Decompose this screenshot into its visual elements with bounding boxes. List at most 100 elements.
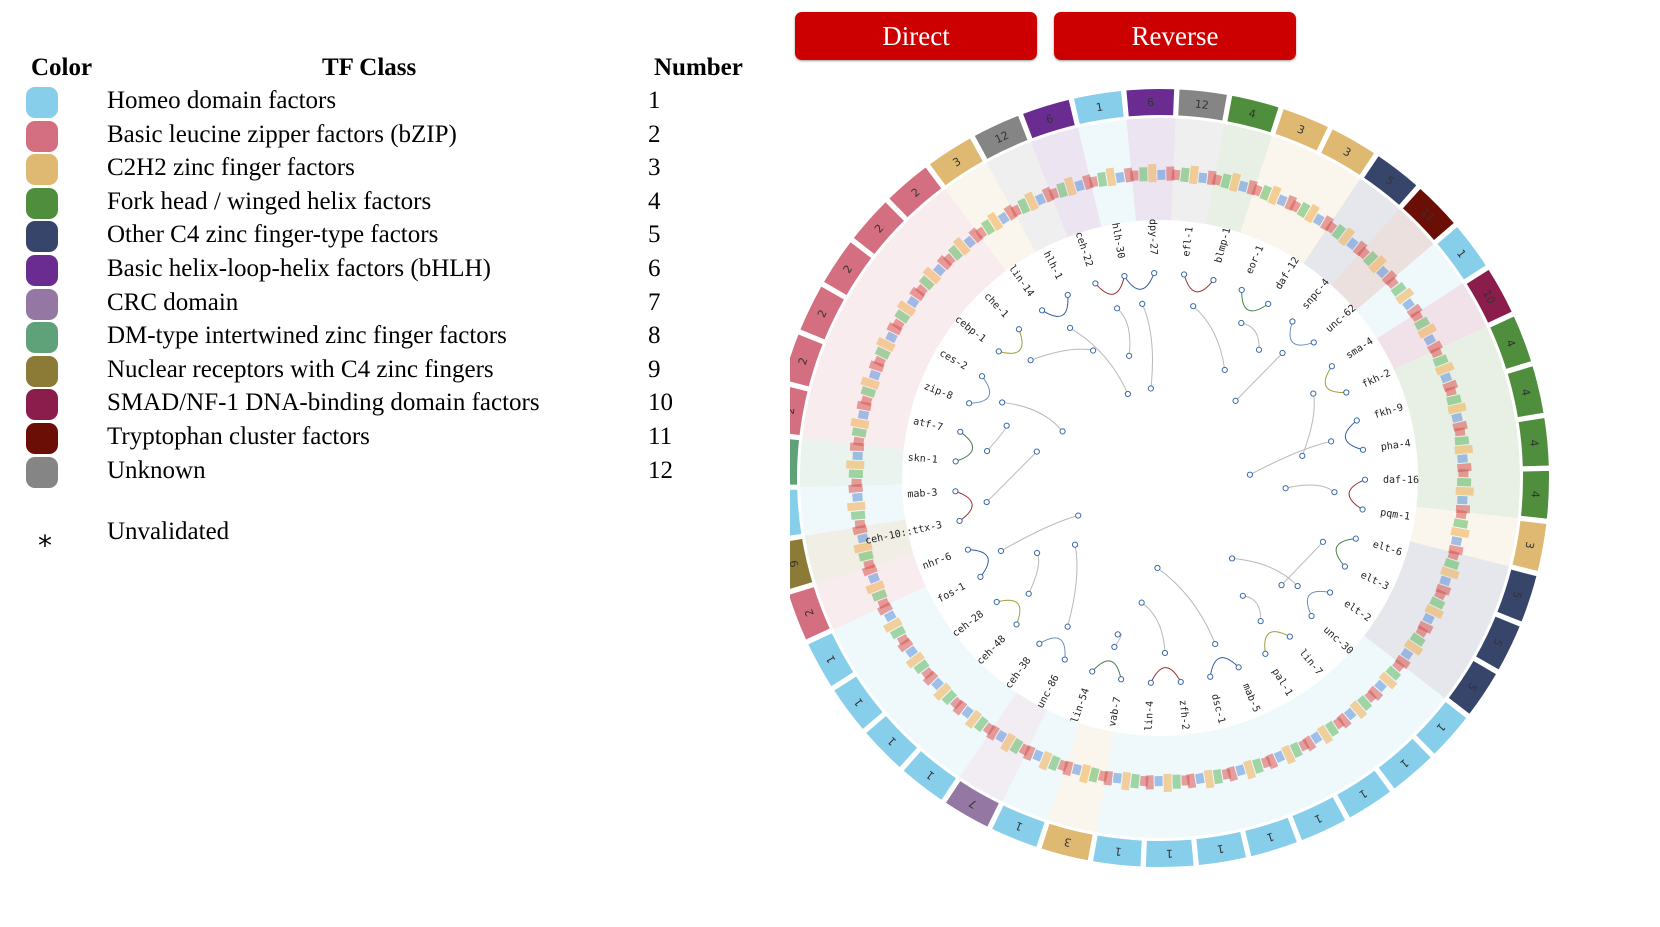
motif-logo-letter: [974, 226, 988, 240]
motif-logo: [1171, 165, 1217, 186]
legend-class-name: Tryptophan cluster factors: [107, 423, 370, 450]
gene-leaf-node: [1210, 276, 1217, 284]
gene-leaf-node: [1359, 506, 1366, 513]
reverse-button[interactable]: Reverse: [1054, 12, 1296, 60]
motif-logo: [952, 699, 996, 736]
tree-node: [1232, 397, 1239, 404]
motif-logo-letter: [995, 729, 1008, 743]
tree-branch: [1192, 305, 1226, 370]
motif-logo-letter: [1079, 763, 1092, 784]
tree-node: [1255, 346, 1263, 353]
gene-leaf-node: [1177, 678, 1184, 686]
class-ring-label: 3: [1063, 835, 1073, 849]
tree-node: [1114, 305, 1121, 312]
legend-row: Homeo domain factors 1: [0, 85, 760, 120]
tree-node: [1090, 347, 1097, 354]
tree-node: [1190, 303, 1197, 310]
motif-logo-letter: [1409, 632, 1426, 647]
gene-label[interactable]: daf-16: [1383, 475, 1419, 486]
motif-logo-letter: [1000, 732, 1017, 753]
legend-row: Basic helix-loop-helix factors (bHLH) 6: [0, 253, 760, 288]
class-ring-segment: [1038, 821, 1095, 863]
motif-logo-letter: [1088, 176, 1099, 188]
tree-branch: [1306, 590, 1331, 617]
tree-branch: [1324, 365, 1347, 393]
legend-color-swatch: [26, 221, 58, 253]
legend-class-name: DM-type intertwined zinc finger factors: [107, 322, 507, 350]
motif-logo-letter: [1289, 741, 1303, 758]
motif-logo-letter: [1343, 707, 1357, 721]
class-ring-label: 3: [1522, 541, 1536, 550]
legend-row: SMAD/NF-1 DNA-binding domain factors 10: [0, 387, 760, 422]
motif-logo-letter: [1447, 549, 1460, 561]
tree-branch: [1039, 637, 1066, 660]
motif-logo-letter: [973, 716, 989, 733]
motif-logo-letter: [1415, 625, 1429, 638]
class-ring-label: 4: [1527, 439, 1541, 447]
gene-label[interactable]: mab-3: [907, 487, 938, 500]
tree-branch: [1030, 348, 1094, 361]
motif-logo-letter: [1439, 372, 1453, 384]
gene-label[interactable]: efl-1: [1181, 226, 1195, 257]
motif-logo-letter: [1057, 759, 1069, 772]
motif-logo-letter: [1172, 774, 1181, 789]
tree-node: [1147, 385, 1154, 392]
motif-logo-letter: [1139, 167, 1148, 182]
gene-label[interactable]: skn-1: [907, 452, 938, 465]
class-ring-segment: [1375, 735, 1434, 792]
tree-node: [1328, 438, 1335, 445]
class-ring-segment: [1289, 794, 1348, 843]
motif-logo-letter: [853, 541, 873, 554]
class-ring-segment: [790, 331, 826, 389]
motif-logo-letter: [1212, 769, 1223, 785]
motif-logo: [873, 322, 903, 368]
gene-label[interactable]: dpy-27: [1147, 219, 1159, 255]
tree-node: [1246, 471, 1254, 478]
tree-branch: [1116, 307, 1131, 356]
tree-node: [1239, 592, 1246, 599]
motif-logo-letter: [852, 492, 863, 502]
class-ring-segment: [1518, 468, 1551, 521]
gene-label[interactable]: zfh-2: [1177, 699, 1191, 730]
gene-label[interactable]: pha-4: [1380, 438, 1411, 453]
tree-branch: [1150, 667, 1182, 684]
motif-logo-letter: [1303, 203, 1320, 224]
gene-leaf-node: [966, 400, 973, 407]
motif-logo-letter: [1364, 690, 1378, 703]
motif-logo-letter: [1235, 764, 1246, 777]
motif-logo-letter: [851, 478, 862, 488]
legend-class-number: 2: [648, 120, 661, 148]
motif-logo-letter: [931, 677, 944, 691]
motif-logo-letter: [922, 266, 942, 285]
gene-label[interactable]: lin-4: [1144, 701, 1156, 732]
class-ring-segment: [1505, 363, 1546, 420]
tree-node: [1075, 512, 1082, 519]
motif-logo-letter: [1324, 220, 1338, 234]
motif-logo-letter: [1434, 588, 1447, 601]
motif-logo-letter: [1378, 671, 1398, 690]
gene-leaf-node: [1092, 280, 1099, 287]
motif-logo: [1385, 276, 1423, 319]
legend-row: Unknown 12: [0, 455, 760, 490]
direct-button[interactable]: Direct: [795, 12, 1037, 60]
legend-class-name: C2H2 zinc finger factors: [107, 154, 355, 182]
gene-leaf-node: [1238, 286, 1245, 294]
gene-leaf-node: [1262, 650, 1269, 657]
motif-logo-letter: [1220, 173, 1232, 189]
tree-node: [1139, 300, 1146, 308]
tree-node: [999, 399, 1006, 406]
motif-logo-letter: [1346, 237, 1359, 251]
motif-logo: [1394, 625, 1429, 670]
class-ring-segment: [1143, 837, 1196, 869]
motif-logo-letter: [1331, 223, 1347, 240]
legend-color-swatch: [26, 187, 58, 219]
motif-logo-letter: [868, 360, 885, 373]
motif-logo-letter: [1195, 772, 1205, 785]
class-ring-label: 1: [790, 509, 793, 517]
motif-logo-letter: [1063, 176, 1077, 197]
class-ring-segment: [927, 135, 986, 189]
gene-leaf-node: [1352, 535, 1359, 542]
legend-class-number: 4: [648, 187, 661, 215]
motif-logo-letter: [1097, 171, 1108, 187]
gene-label[interactable]: pqm-1: [1379, 507, 1410, 522]
